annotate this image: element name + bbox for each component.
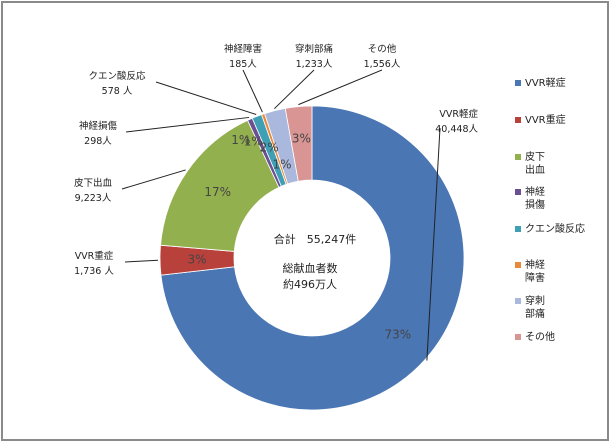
leader-line-2 — [121, 169, 186, 190]
legend-label-0: VVR軽症 — [525, 76, 566, 89]
legend-swatch-5 — [515, 262, 521, 268]
leader-line-7 — [298, 69, 383, 106]
legend-label-7: その他 — [525, 330, 555, 343]
callout-count-6: 1,233人 — [296, 59, 333, 70]
leader-line-1 — [124, 259, 159, 263]
legend-label-3: 神経 — [525, 185, 545, 198]
callout-name-6: 穿刺部痛 — [295, 43, 334, 55]
legend-swatch-0 — [515, 80, 521, 86]
slice-percent-5: 1% — [273, 157, 292, 171]
callout-name-1: VVR重症 — [75, 250, 114, 262]
leader-line-0 — [426, 127, 441, 361]
legend-label-line2-2: 出血 — [525, 163, 545, 176]
callout-name-3: 神経損傷 — [79, 120, 118, 132]
legend-label-1: VVR重症 — [525, 113, 566, 126]
donor-count-label: 総献血者数 — [283, 261, 338, 275]
callout-name-7: その他 — [368, 43, 397, 55]
callout-count-0: 40,448人 — [435, 124, 478, 135]
callout-count-7: 1,556人 — [364, 59, 401, 70]
legend-label-2: 皮下 — [525, 150, 545, 163]
callout-leader-lines — [121, 69, 441, 361]
legend-swatch-3 — [515, 189, 521, 195]
callout-count-5: 185人 — [229, 59, 257, 70]
callout-name-2: 皮下出血 — [74, 177, 113, 189]
legend-label-line2-5: 障害 — [525, 271, 545, 284]
legend-swatch-6 — [515, 298, 521, 304]
donut-slices — [159, 105, 465, 411]
slice-percent-6: 2% — [260, 141, 279, 155]
legend-label-4: クエン酸反応 — [525, 222, 585, 235]
callout-count-3: 298人 — [84, 136, 112, 147]
legend-label-5: 神経 — [525, 258, 545, 271]
legend-swatch-4 — [515, 226, 521, 232]
leader-line-6 — [273, 69, 315, 110]
callout-count-4: 578 人 — [102, 86, 133, 97]
legend-label-line2-3: 損傷 — [525, 198, 545, 211]
slice-percent-3: 1% — [231, 133, 250, 147]
leader-line-5 — [242, 69, 263, 113]
callout-name-4: クエン酸反応 — [88, 70, 146, 82]
legend-label-line2-6: 部痛 — [525, 307, 545, 320]
slice-percent-7: 3% — [292, 131, 311, 145]
legend-label-6: 穿刺 — [525, 294, 545, 307]
callout-name-5: 神経障害 — [224, 43, 262, 55]
legend-swatch-2 — [515, 154, 521, 160]
callout-name-0: VVR軽症 — [439, 108, 478, 120]
total-label: 合計 55,247件 — [274, 232, 357, 246]
slice-0 — [160, 105, 465, 411]
slice-percent-4: 1% — [244, 135, 263, 149]
callout-count-1: 1,736 人 — [74, 266, 114, 277]
slice-percent-labels: 73%3%17%1%1%1%2%3% — [187, 131, 411, 341]
legend-swatch-1 — [515, 117, 521, 123]
callout-count-2: 9,223人 — [75, 193, 112, 204]
legend-swatch-7 — [515, 334, 521, 340]
leader-line-3 — [125, 116, 250, 133]
slice-percent-1: 3% — [187, 253, 206, 267]
slice-7 — [284, 105, 313, 182]
slice-percent-0: 73% — [384, 328, 411, 342]
donor-count-value: 約496万人 — [283, 277, 337, 291]
slice-percent-2: 17% — [204, 185, 231, 199]
leader-line-4 — [155, 81, 257, 115]
